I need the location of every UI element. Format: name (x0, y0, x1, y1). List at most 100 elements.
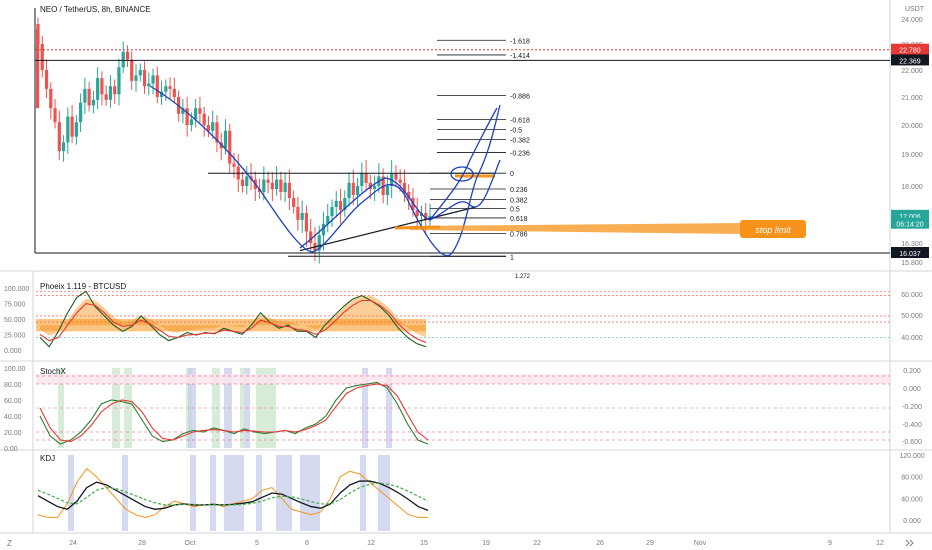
fib-level-label: -0.382 (510, 138, 530, 145)
kdj-title[interactable]: KDJ (40, 454, 55, 463)
phoenix-series-line (39, 299, 427, 343)
candle-body (113, 86, 117, 95)
price-tag[interactable]: 22.369 (891, 54, 929, 66)
fib-level-label: 0.382 (510, 198, 528, 205)
stoch-right-tick: -0.400 (902, 422, 922, 429)
candle-body (424, 213, 428, 220)
price-tag[interactable]: 17.006 (891, 209, 929, 221)
price-axis-tick: 16.300 (901, 241, 923, 248)
candle-body (138, 70, 142, 76)
candle-body (211, 122, 215, 131)
phoenix-area (40, 295, 426, 338)
phoenix-title[interactable]: Phoeix 1.119 - BTCUSD (40, 282, 126, 291)
timezone-button[interactable]: Z (7, 539, 12, 548)
double-chevron-right-icon[interactable] (905, 539, 914, 547)
kdj-series-line (37, 482, 429, 506)
stoch-right-tick: 0.000 (903, 386, 921, 393)
candle-body (185, 108, 189, 125)
candle-body (189, 119, 193, 125)
fib-fragment-label: 1.272 (515, 274, 531, 280)
trend-wedge-line[interactable] (299, 206, 477, 252)
candle-body (159, 91, 164, 97)
fib-level-label: 0.5 (510, 207, 520, 214)
phoenix-left-tick: 75.000 (4, 302, 26, 309)
price-tag-label: 17.006 (899, 214, 921, 221)
candle-body (309, 231, 313, 243)
candle-body (79, 102, 83, 123)
fib-level-label: -1.618 (510, 38, 530, 45)
time-axis-label: 15 (420, 540, 428, 547)
symbol-title[interactable]: NEO / TetherUS, 8h, BINANCE (40, 5, 151, 14)
kdj-highlight-column (122, 455, 128, 531)
stop-limit-annotation[interactable]: stop limit (410, 220, 806, 238)
candle-body (194, 108, 198, 120)
stoch-right-tick: 0.200 (903, 368, 921, 375)
candle-body (334, 201, 338, 207)
time-axis-label: 12 (876, 540, 884, 547)
time-axis-label: 12 (367, 540, 375, 547)
candle-body (74, 122, 78, 137)
candle-body (355, 186, 360, 195)
projection-curve[interactable] (149, 85, 501, 257)
price-tag[interactable]: 06:14:20 (891, 217, 929, 229)
stochrsi-indicator-panel[interactable]: 100.00 80.00 60.00 40.00 20.00 0.00 0.200 0.000… (4, 366, 922, 453)
price-panel[interactable]: 24.00023.00022.00021.00020.00019.00018.0… (34, 8, 929, 280)
price-tag-bg (891, 246, 929, 258)
candle-body (266, 179, 270, 183)
candle-body (66, 116, 70, 143)
stoch-left-tick: 40.00 (4, 414, 22, 421)
kdj-indicator-panel[interactable]: 120.000 80.000 40.000 0.000 (37, 453, 925, 531)
price-tag-label: 22.780 (899, 48, 921, 55)
fib-level-label: 0.786 (510, 231, 528, 238)
stop-limit-label: stop limit (755, 225, 791, 235)
candle-body (407, 192, 411, 198)
price-tag-label: 06:14:20 (896, 222, 923, 229)
candle-body (283, 182, 287, 192)
price-axis-tick: 19.000 (901, 152, 923, 159)
candle-body (130, 59, 134, 81)
stoch-right-tick: -0.200 (902, 404, 922, 411)
projection-curve[interactable] (429, 159, 501, 221)
price-tag[interactable]: 22.780 (891, 43, 929, 55)
candle-body (347, 182, 351, 198)
time-axis-label: 9 (828, 540, 832, 547)
stoch-left-tick: 100.00 (4, 366, 26, 373)
kdj-highlight-column (276, 455, 292, 531)
stoch-highlight-column (362, 368, 368, 448)
candle-body (91, 99, 95, 106)
candle-body (402, 182, 407, 192)
candle-body (104, 94, 108, 100)
kdj-right-tick: 0.000 (903, 518, 921, 525)
candle-body (360, 173, 364, 186)
time-axis-label: 24 (69, 540, 77, 547)
candle-body (172, 88, 176, 97)
stoch-highlight-column (386, 368, 392, 448)
candle-body (83, 88, 87, 103)
candle-body (215, 122, 219, 143)
candle-body (108, 86, 113, 100)
highlight-ellipse[interactable] (450, 166, 474, 182)
price-tag[interactable]: 16.037 (891, 246, 929, 258)
projection-curve[interactable] (299, 107, 498, 249)
candle-body (343, 198, 347, 210)
stoch-series-line (39, 383, 429, 443)
candle-body (40, 44, 44, 70)
fib-level-label: -0.236 (510, 151, 530, 158)
stochrsi-title[interactable]: StochX (40, 367, 66, 376)
candle-body (317, 235, 321, 251)
fib-level-label: 0.236 (510, 187, 528, 194)
phoenix-indicator-panel[interactable]: 100.000 75.000 50.000 25.000 0.000 60.000 50.0… (4, 286, 923, 355)
candle-body (87, 88, 91, 106)
price-axis-tick: 20.000 (901, 123, 923, 130)
candle-body (206, 125, 211, 131)
candle-body (245, 176, 249, 186)
stoch-left-tick: 60.00 (4, 398, 22, 405)
price-axis-tick: 18.000 (901, 184, 923, 191)
candle-body (117, 67, 121, 95)
price-tag-label: 22.369 (899, 58, 921, 65)
candle-body (198, 108, 202, 114)
price-tag-label: 16.037 (899, 251, 921, 258)
stoch-left-tick: 80.00 (4, 382, 22, 389)
kdj-highlight-column (224, 455, 244, 531)
